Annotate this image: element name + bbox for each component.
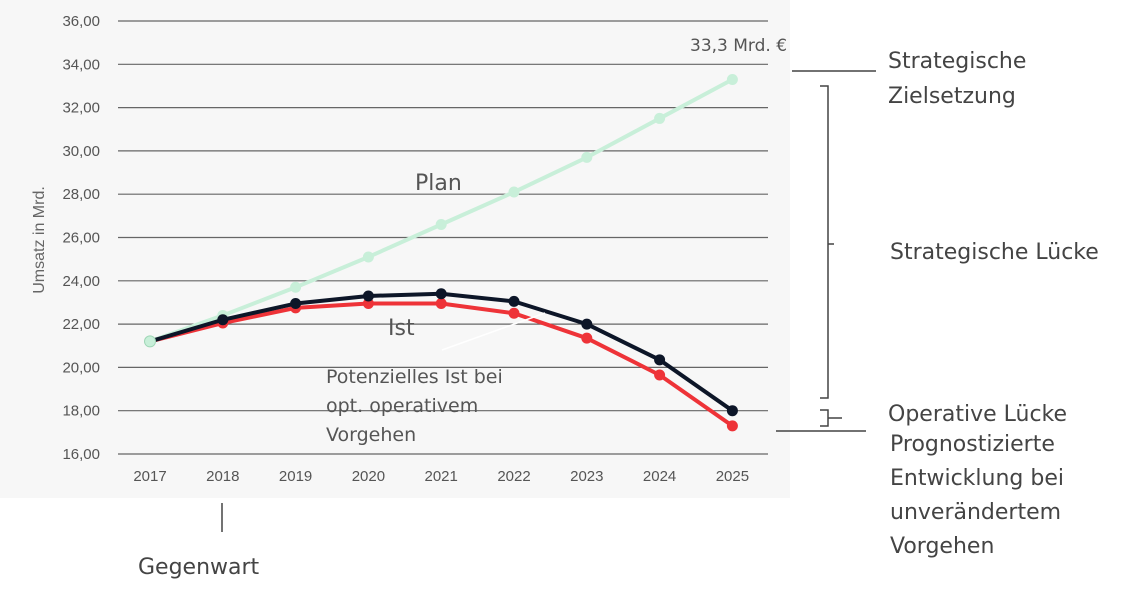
data-point-ist xyxy=(217,314,229,326)
potential-label-line-3: Vorgehen xyxy=(326,424,416,446)
potential-pointer-line xyxy=(441,312,546,351)
data-point-plan xyxy=(581,151,593,163)
data-point-ist xyxy=(362,290,374,302)
series xyxy=(144,73,738,432)
plot-background xyxy=(0,0,790,498)
data-point-ist xyxy=(290,298,302,310)
operative-gap-bracket xyxy=(820,409,842,427)
end-value-label: 33,3 Mrd. € xyxy=(690,36,787,56)
y-tick-label: 32,00 xyxy=(62,100,100,117)
potential-label-line-2: opt. operativem xyxy=(326,395,478,417)
operative-gap-label: Operative Lücke xyxy=(888,402,1067,427)
forecast-label-line-4: Vorgehen xyxy=(890,534,994,559)
x-tick-label: 2017 xyxy=(133,468,166,485)
y-tick-label: 16,00 xyxy=(62,446,100,463)
ist-label: Ist xyxy=(388,316,415,341)
data-point-plan xyxy=(726,73,738,85)
gridlines xyxy=(118,20,768,455)
data-point-plan xyxy=(508,186,520,198)
plan-label: Plan xyxy=(415,171,462,196)
data-point-plan xyxy=(435,219,447,231)
data-point-ist xyxy=(581,318,593,330)
data-point-potential xyxy=(726,420,738,432)
y-tick-label: 26,00 xyxy=(62,230,100,247)
x-tick-label: 2025 xyxy=(716,468,749,485)
strategic-gap-label: Strategische Lücke xyxy=(890,240,1099,265)
y-tick-label: 36,00 xyxy=(62,13,100,30)
strategic-goal-label-line-1: Strategische xyxy=(888,49,1026,74)
data-point-plan xyxy=(362,251,374,263)
data-point-potential xyxy=(362,298,374,310)
data-point-ist xyxy=(435,288,447,300)
x-tick-label: 2018 xyxy=(206,468,239,485)
data-point-ist xyxy=(726,405,738,417)
x-tick-label: 2024 xyxy=(643,468,676,485)
y-tick-label: 30,00 xyxy=(62,143,100,160)
data-point-start xyxy=(144,335,156,348)
present-label: Gegenwart xyxy=(138,555,260,580)
forecast-label-line-2: Entwicklung bei xyxy=(890,466,1064,491)
y-tick-label: 18,00 xyxy=(62,403,100,420)
x-tick-label: 2022 xyxy=(497,468,530,485)
forecast-label-line-1: Prognostizierte xyxy=(890,432,1055,457)
x-tick-label: 2019 xyxy=(279,468,312,485)
strategic-goal-label-line-2: Zielsetzung xyxy=(888,84,1016,109)
data-point-potential xyxy=(508,307,520,319)
y-tick-label: 34,00 xyxy=(62,56,100,73)
potential-label-line-1: Potenzielles Ist bei xyxy=(326,366,503,388)
y-axis-label: Umsatz in Mrd. xyxy=(31,186,48,294)
data-point-plan xyxy=(290,281,302,293)
y-axis-ticks: 16,00 18,00 20,00 22,00 24,00 26,00 28,00 30,00… xyxy=(62,13,100,463)
data-point-potential xyxy=(435,298,447,310)
data-point-potential xyxy=(581,332,593,344)
x-tick-label: 2023 xyxy=(570,468,603,485)
data-point-ist xyxy=(508,295,520,307)
x-tick-label: 2021 xyxy=(425,468,458,485)
x-axis-ticks: 2017 2018 2019 2020 2021 2022 2023 2024 2025 xyxy=(133,468,749,485)
x-tick-label: 2020 xyxy=(352,468,385,485)
strategic-gap-bracket xyxy=(820,85,834,399)
data-point-plan xyxy=(654,112,666,124)
data-point-ist xyxy=(654,354,666,366)
data-point-potential xyxy=(654,369,666,381)
y-tick-label: 20,00 xyxy=(62,359,100,376)
y-tick-label: 28,00 xyxy=(62,186,100,203)
y-tick-label: 24,00 xyxy=(62,273,100,290)
forecast-label-line-3: unverändertem xyxy=(890,500,1061,525)
y-tick-label: 22,00 xyxy=(62,316,100,333)
